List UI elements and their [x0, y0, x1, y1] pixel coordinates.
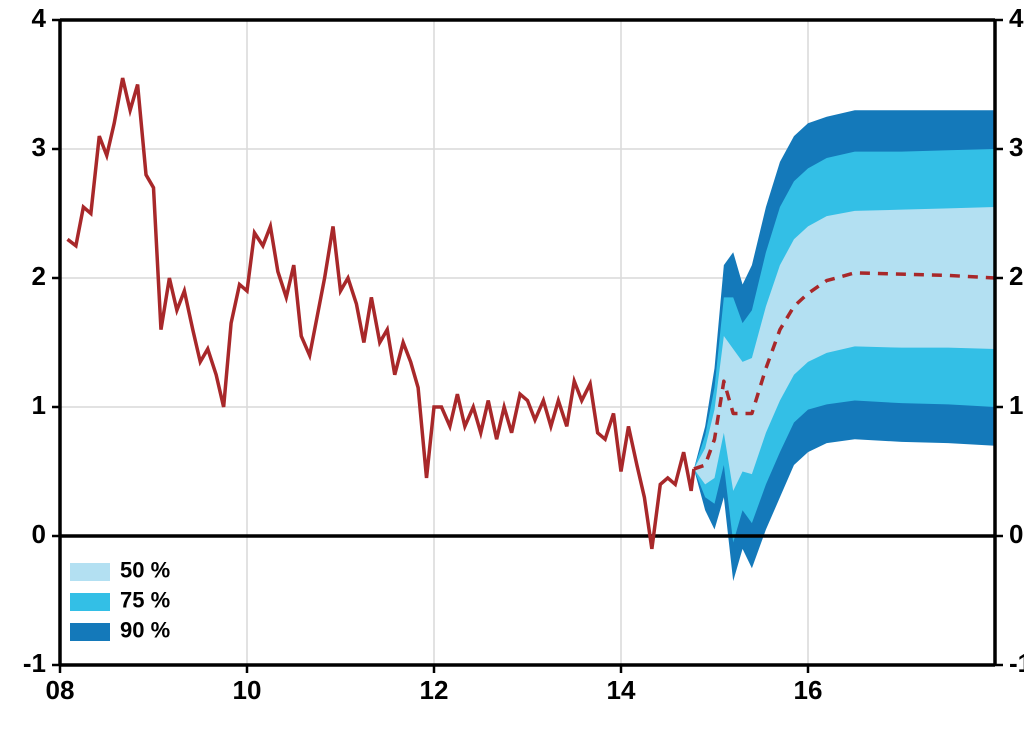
legend-label: 75 %	[120, 587, 170, 612]
legend-label: 50 %	[120, 557, 170, 582]
legend: 50 % 75 % 90 %	[70, 557, 170, 642]
y-tick-label-right: 0	[1009, 519, 1023, 549]
y-tick-label-right: -1	[1009, 648, 1024, 678]
y-tick-label-right: 4	[1009, 3, 1024, 33]
legend-swatch	[70, 593, 110, 611]
y-tick-label-right: 1	[1009, 390, 1023, 420]
y-tick-label-right: 3	[1009, 132, 1023, 162]
x-tick-label: 10	[233, 675, 262, 705]
x-tick-label: 14	[607, 675, 636, 705]
legend-swatch	[70, 563, 110, 581]
x-tick-label: 08	[46, 675, 75, 705]
y-tick-label-right: 2	[1009, 261, 1023, 291]
legend-swatch	[70, 623, 110, 641]
y-tick-label-left: 0	[32, 519, 46, 549]
x-tick-label: 12	[420, 675, 449, 705]
x-tick-label: 16	[794, 675, 823, 705]
y-tick-label-left: 1	[32, 390, 46, 420]
legend-label: 90 %	[120, 617, 170, 642]
y-tick-label-left: 2	[32, 261, 46, 291]
chart-svg: -1-100112233440810121416 50 %75 %90 %	[0, 0, 1024, 739]
y-tick-label-left: 3	[32, 132, 46, 162]
fan-chart: -1-100112233440810121416 50 %75 %90 %	[0, 0, 1024, 739]
y-tick-label-left: -1	[23, 648, 46, 678]
y-tick-label-left: 4	[32, 3, 47, 33]
